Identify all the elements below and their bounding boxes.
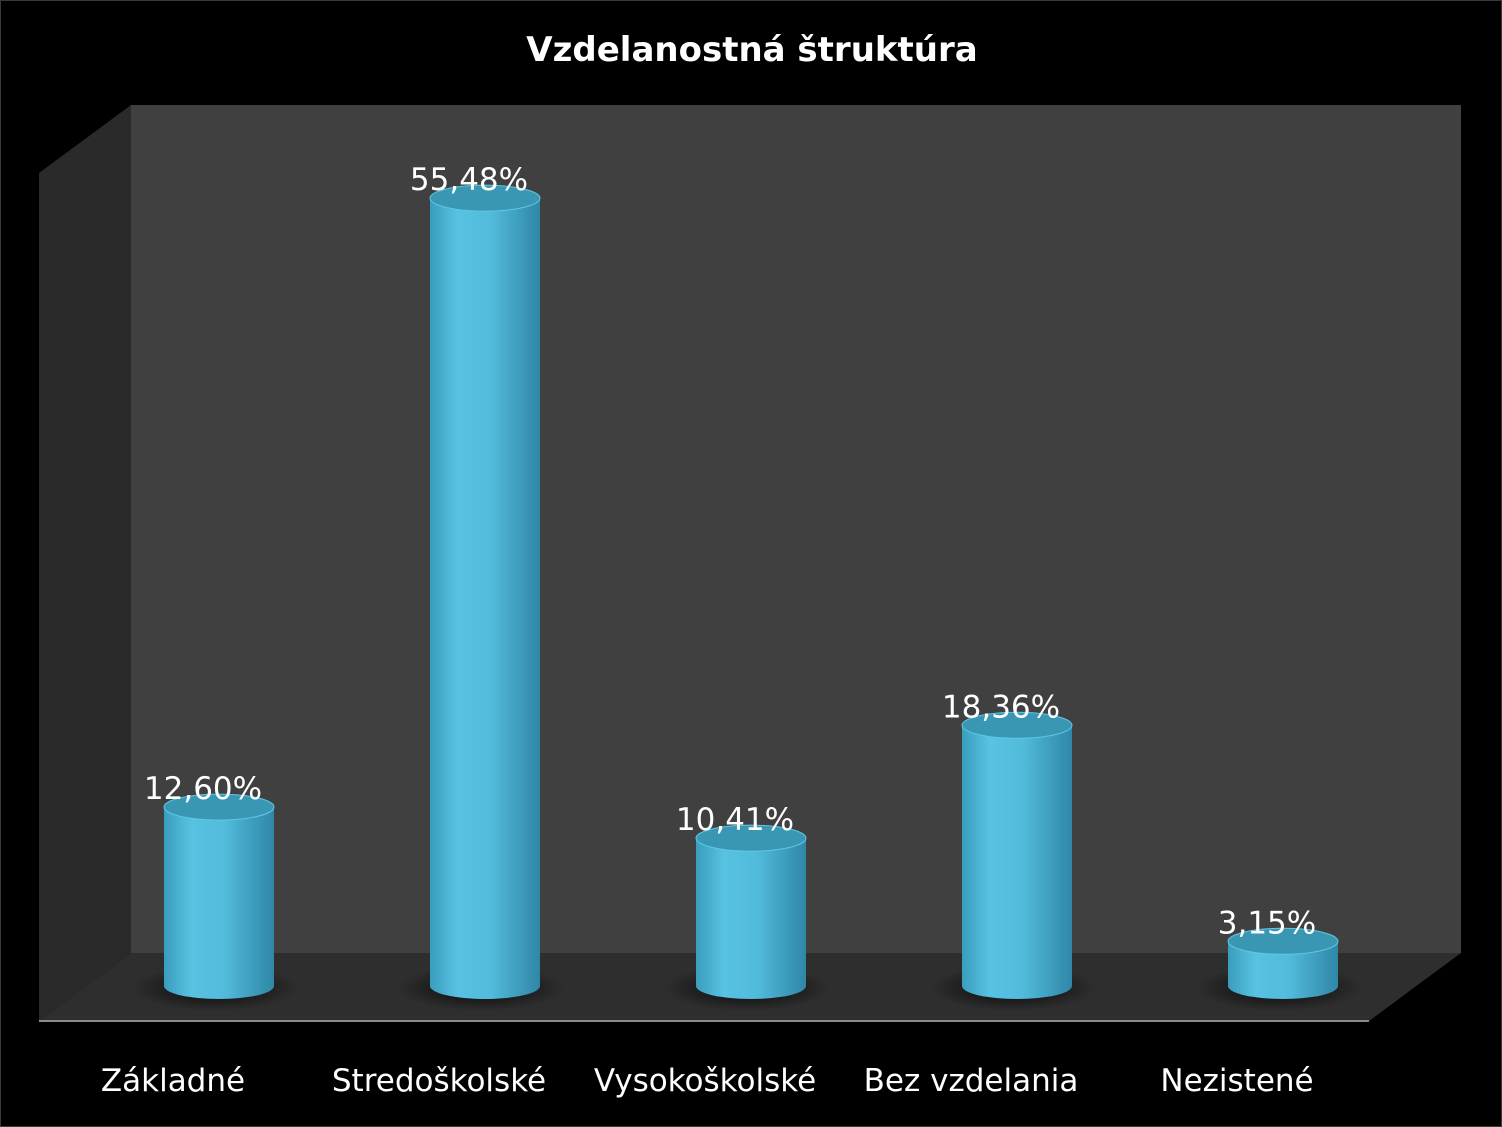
value-labels-layer: 12,60% 55,48% 10,41% 18,36% 3,15% bbox=[144, 162, 1316, 941]
data-label: 10,41% bbox=[676, 802, 794, 838]
chart-title: Vzdelanostná štruktúra bbox=[526, 30, 977, 70]
bar-body bbox=[1228, 941, 1338, 999]
bar-top bbox=[695, 824, 807, 852]
bar-top bbox=[163, 793, 275, 821]
bar-top bbox=[429, 184, 541, 212]
bar-top bbox=[961, 711, 1073, 739]
data-label: 18,36% bbox=[942, 689, 1060, 725]
category-label: Stredoškolské bbox=[332, 1063, 546, 1099]
bar-body bbox=[962, 725, 1072, 999]
bar-top bbox=[1227, 927, 1339, 955]
bar-body bbox=[430, 198, 540, 999]
category-label: Vysokoškolské bbox=[594, 1063, 816, 1099]
plot-side-wall bbox=[39, 105, 131, 1021]
bars-layer bbox=[132, 184, 1362, 1011]
plot-back-wall bbox=[131, 105, 1461, 953]
bar-3 bbox=[930, 711, 1096, 1011]
bar-body bbox=[164, 807, 274, 999]
data-label: 12,60% bbox=[144, 771, 262, 807]
bar-2 bbox=[664, 824, 830, 1011]
category-label: Základné bbox=[101, 1063, 245, 1099]
data-label: 3,15% bbox=[1218, 905, 1316, 941]
category-label: Bez vzdelania bbox=[864, 1063, 1079, 1099]
bar-1 bbox=[398, 184, 564, 1011]
bar-4 bbox=[1196, 927, 1362, 1011]
category-labels-layer: Základné Stredoškolské Vysokoškolské Bez vz… bbox=[101, 1063, 1314, 1099]
data-label: 55,48% bbox=[410, 162, 528, 198]
category-label: Nezistené bbox=[1160, 1063, 1313, 1099]
bar-body bbox=[696, 838, 806, 999]
bar-0 bbox=[132, 793, 298, 1011]
